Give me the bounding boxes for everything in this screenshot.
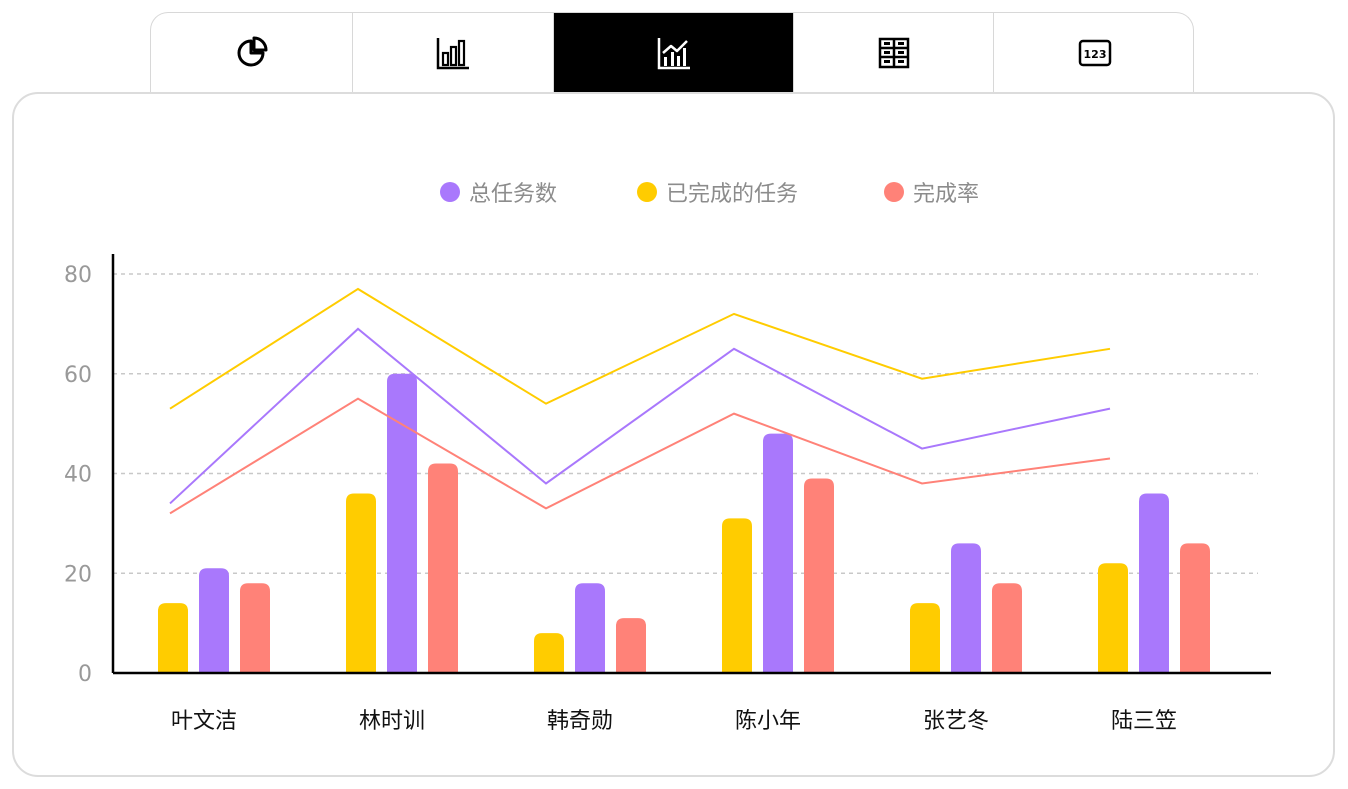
bar: [575, 583, 605, 673]
y-tick-label: 20: [64, 562, 92, 587]
line-bar-chart-icon: [657, 37, 690, 69]
bar: [346, 493, 376, 673]
bar: [763, 433, 793, 673]
legend-item-total[interactable]: 总任务数: [440, 176, 557, 208]
pie-chart-icon: [237, 36, 267, 66]
legend-label-completed: 已完成的任务: [666, 182, 799, 207]
x-tick-label: 陈小年: [735, 709, 801, 734]
bar: [1139, 493, 1169, 673]
table-grid-icon: [878, 37, 909, 68]
bar: [616, 618, 646, 673]
y-tick-label: 40: [64, 463, 92, 488]
legend-item-completed[interactable]: 已完成的任务: [637, 176, 798, 208]
series-line: [169, 397, 1111, 515]
bar: [428, 463, 458, 673]
bar: [722, 518, 752, 673]
bar: [804, 478, 834, 673]
bar: [199, 568, 229, 673]
legend-item-rate[interactable]: 完成率: [884, 176, 979, 208]
x-tick-label: 林时训: [359, 709, 425, 734]
bar: [240, 583, 270, 673]
series-line: [169, 287, 1111, 410]
chart-legend: 总任务数 已完成的任务 完成率: [0, 176, 1348, 208]
bar-chart-icon: [436, 37, 469, 69]
x-tick-label: 陆三笠: [1111, 709, 1177, 734]
y-tick-label: 80: [64, 263, 92, 288]
legend-dot-total: [440, 182, 460, 202]
tab-bar-chart[interactable]: [353, 13, 554, 92]
legend-dot-completed: [637, 182, 657, 202]
tab-line-bar-chart[interactable]: [554, 13, 794, 92]
x-tick-label: 张艺冬: [923, 709, 989, 734]
bar: [910, 603, 940, 673]
number-123-icon: 123: [1078, 39, 1111, 66]
svg-text:123: 123: [1083, 48, 1106, 61]
bar: [992, 583, 1022, 673]
tab-table[interactable]: [794, 13, 994, 92]
bar: [1098, 563, 1128, 673]
legend-label-total: 总任务数: [469, 182, 558, 207]
legend-label-rate: 完成率: [913, 182, 980, 207]
bar: [387, 373, 417, 673]
x-tick-label: 韩奇勋: [547, 709, 613, 734]
bar: [534, 633, 564, 673]
bar: [951, 543, 981, 673]
y-tick-label: 60: [64, 363, 92, 388]
legend-dot-rate: [884, 182, 904, 202]
bar: [1180, 543, 1210, 673]
y-tick-label: 0: [78, 662, 92, 687]
x-tick-label: 叶文洁: [171, 709, 237, 734]
tab-pie-chart[interactable]: [151, 13, 353, 92]
series-line: [169, 327, 1111, 505]
chart-type-tabs: 123: [150, 12, 1194, 92]
bar: [158, 603, 188, 673]
tab-number[interactable]: 123: [994, 13, 1193, 92]
